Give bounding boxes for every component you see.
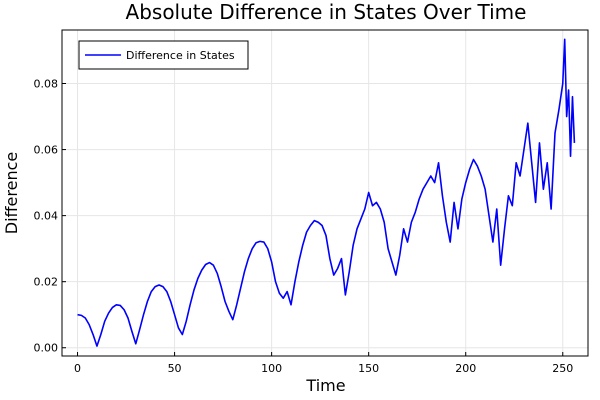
- y-tick-label: 0.08: [34, 78, 59, 91]
- plot-frame: [61, 29, 589, 357]
- y-axis-label: Difference: [2, 152, 21, 234]
- y-tick-label: 0.02: [34, 276, 59, 289]
- y-tick-label: 0.00: [34, 342, 59, 355]
- series-lines: [77, 38, 576, 347]
- x-tick-label: 50: [168, 362, 182, 375]
- x-axis-label: Time: [305, 376, 345, 395]
- chart-title: Absolute Difference in States Over Time: [126, 0, 527, 24]
- series-line-difference-in-states: [77, 38, 576, 347]
- x-tick-label: 100: [261, 362, 282, 375]
- x-tick-label: 250: [552, 362, 573, 375]
- x-tick-label: 200: [455, 362, 476, 375]
- legend-entry-label: Difference in States: [126, 49, 235, 62]
- y-tick-label: 0.06: [34, 144, 59, 157]
- tick-labels: 0 50 100 150 200 250 0.00 0.02 0.04 0.06 0.08: [34, 78, 574, 375]
- x-tick-label: 0: [74, 362, 81, 375]
- grid: [62, 30, 588, 356]
- legend: Difference in States: [78, 40, 249, 70]
- x-tick-label: 150: [358, 362, 379, 375]
- y-tick-label: 0.04: [34, 210, 59, 223]
